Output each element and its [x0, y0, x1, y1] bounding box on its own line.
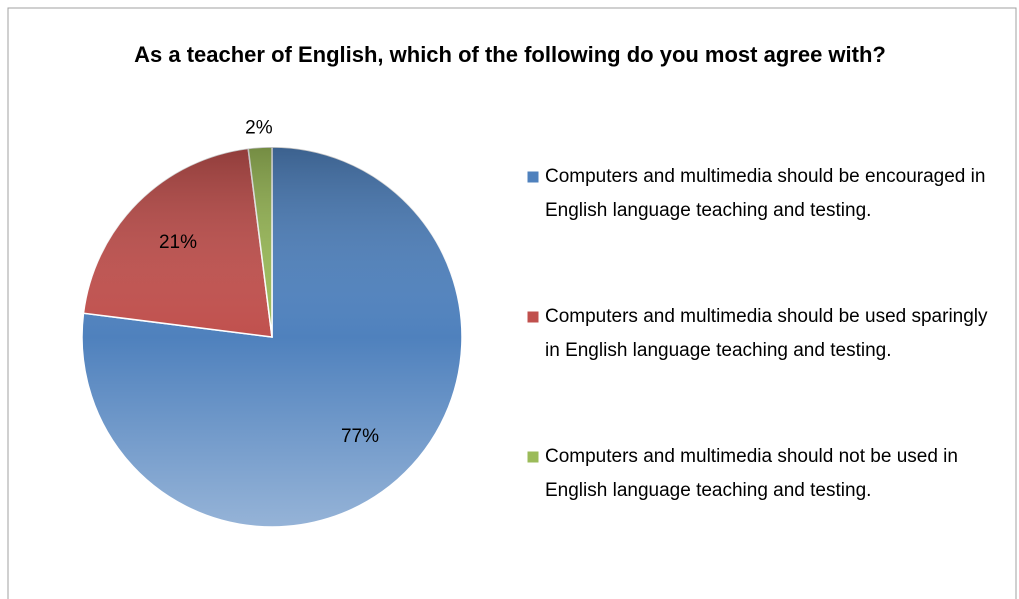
legend-swatch	[526, 450, 540, 464]
data-label: 2%	[245, 117, 273, 138]
legend-label: Computers and multimedia should not be u…	[545, 446, 958, 501]
legend-label: Computers and multimedia should be encou…	[545, 166, 986, 221]
chart-title: As a teacher of English, which of the fo…	[134, 42, 886, 67]
chart-border	[7, 7, 1017, 599]
data-label: 77%	[341, 426, 379, 447]
legend-swatch	[526, 170, 540, 184]
labels: 77% 21% 2%	[159, 117, 379, 446]
legend-label: Computers and multimedia should be used …	[545, 306, 988, 361]
data-label: 21%	[159, 232, 197, 253]
legend-swatches	[526, 170, 540, 464]
pie	[81, 146, 463, 528]
legend-swatch	[526, 310, 540, 324]
